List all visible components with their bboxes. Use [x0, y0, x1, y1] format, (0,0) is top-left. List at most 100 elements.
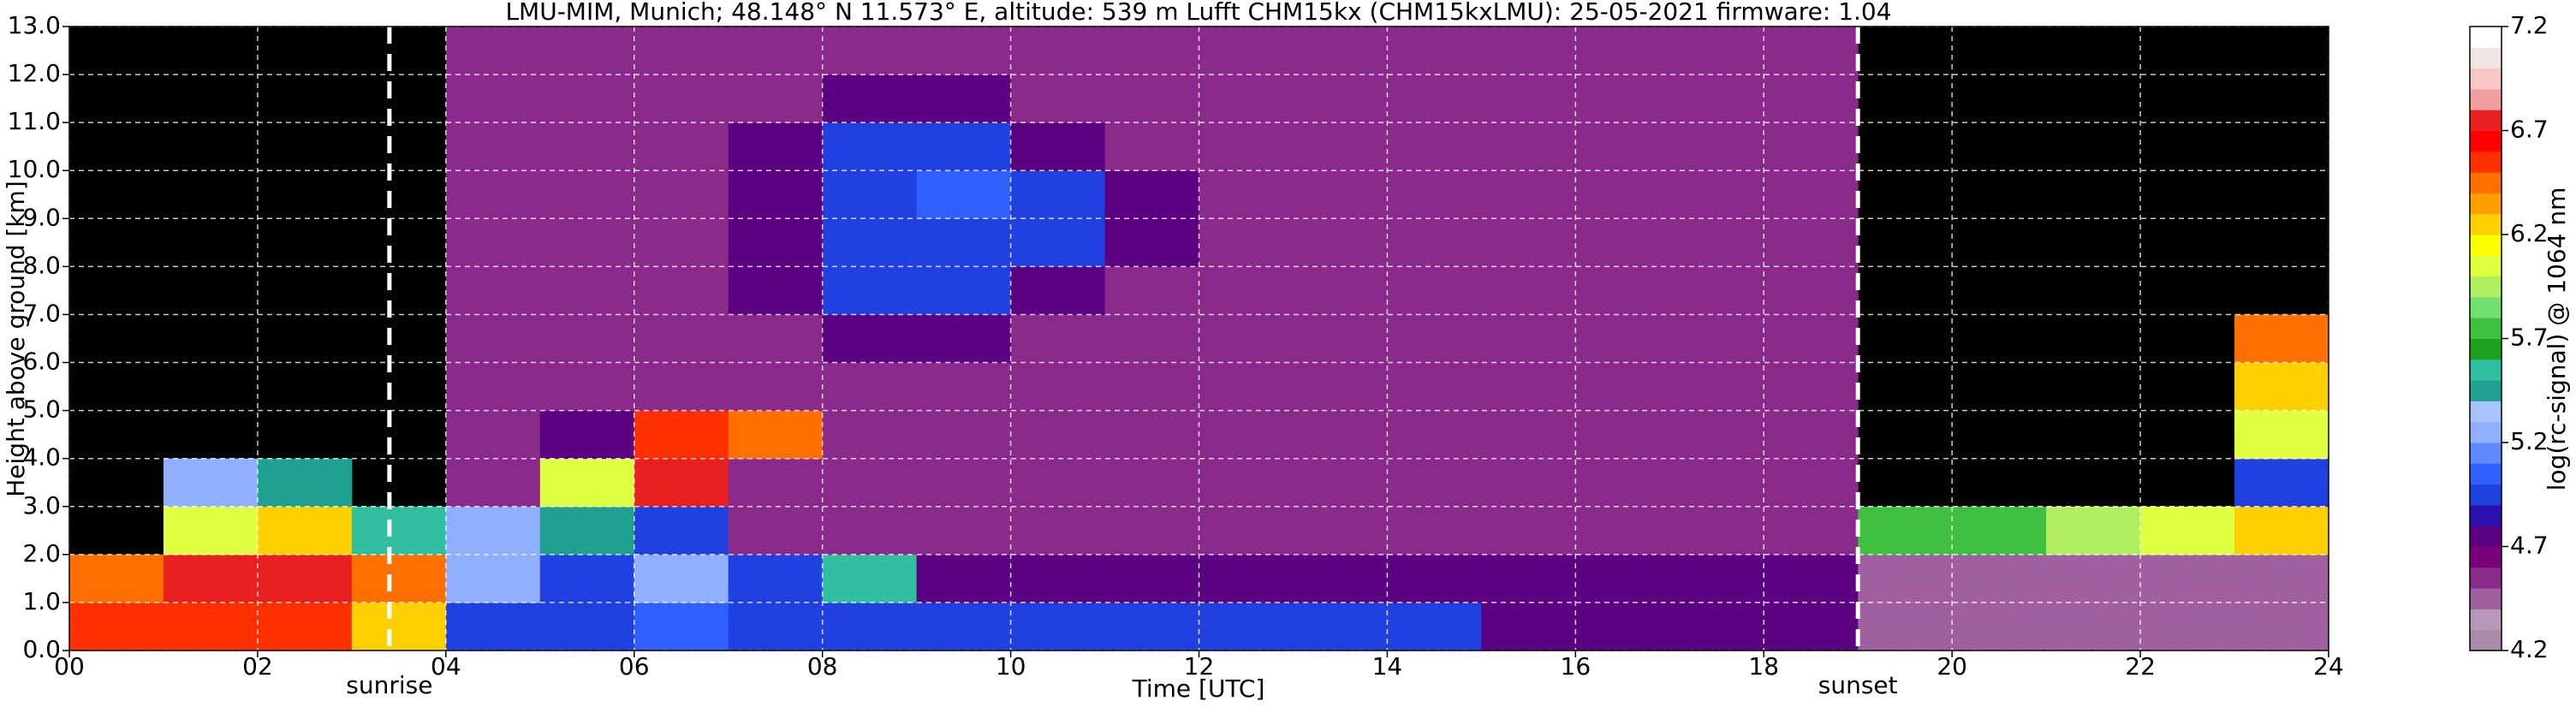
heatmap-cell: [539, 458, 635, 508]
heatmap-cell: [1952, 602, 2047, 651]
heatmap-cell: [1481, 362, 1576, 412]
heatmap-cell: [1387, 266, 1482, 315]
heatmap-cell: [1669, 314, 1764, 364]
heatmap-cell: [1387, 218, 1482, 267]
heatmap-cell: [1575, 506, 1670, 556]
heatmap-cell: [1293, 362, 1388, 412]
heatmap-cell: [1104, 218, 1199, 267]
heatmap-cell: [1293, 410, 1388, 460]
heatmap-cell: [1481, 314, 1576, 364]
heatmap-cell: [916, 362, 1012, 412]
heatmap-cell: [445, 170, 541, 219]
heatmap-cell: [2046, 554, 2141, 603]
heatmap-cell: [1104, 170, 1199, 219]
heatmap-cell: [822, 122, 918, 171]
y-axis-label: Height above ground [km]: [2, 181, 30, 497]
heatmap-cell: [1481, 602, 1576, 651]
heatmap-cell: [1952, 554, 2047, 603]
heatmap-cell: [822, 266, 918, 315]
x-tick-label: 14: [1372, 652, 1403, 680]
y-tick-label: 12.0: [8, 59, 61, 87]
heatmap-cell: [1387, 410, 1482, 460]
heatmap-cell: [728, 602, 824, 651]
heatmap-cell: [1387, 27, 1482, 75]
colorbar-segment: [2470, 47, 2502, 69]
heatmap-cell: [1481, 410, 1576, 460]
heatmap-cell: [1669, 74, 1764, 123]
heatmap-cell: [634, 27, 729, 75]
heatmap-cell: [69, 602, 164, 651]
heatmap-cell: [1293, 314, 1388, 364]
y-tick-label: 7.0: [22, 299, 61, 327]
colorbar-segment: [2470, 443, 2502, 464]
heatmap-cell: [539, 122, 635, 171]
heatmap-cell: [822, 554, 918, 603]
colorbar-tick-label: 7.2: [2510, 11, 2549, 39]
colorbar-segment: [2470, 504, 2502, 526]
heatmap-cell: [916, 506, 1012, 556]
heatmap-cell: [1764, 554, 1859, 603]
heatmap-cell: [728, 74, 824, 123]
colorbar-tick-label: 5.2: [2510, 427, 2549, 455]
x-tick-label: 18: [1748, 652, 1779, 680]
colorbar-segment: [2470, 172, 2502, 193]
heatmap-cell: [822, 362, 918, 412]
heatmap-cell: [1199, 362, 1294, 412]
plot-frame: [68, 26, 2329, 651]
heatmap-cell: [634, 314, 729, 364]
heatmap-cell: [539, 314, 635, 364]
colorbar-segment: [2470, 380, 2502, 401]
colorbar-tick-label: 5.7: [2510, 324, 2549, 352]
y-tick-label: 8.0: [22, 251, 61, 279]
heatmap-cell: [1010, 218, 1106, 267]
heatmap-cell: [1104, 506, 1199, 556]
y-tick-label: 13.0: [8, 11, 61, 39]
colorbar-segment: [2470, 526, 2502, 547]
colorbar-segment: [2470, 235, 2502, 256]
y-tick-label: 2.0: [22, 539, 61, 567]
heatmap-cell: [634, 74, 729, 123]
colorbar-segment: [2470, 68, 2502, 90]
heatmap-cell: [1293, 266, 1388, 315]
heatmap-cell: [1481, 170, 1576, 219]
x-tick-label: 20: [1936, 652, 1967, 680]
heatmap-cell: [1764, 410, 1859, 460]
heatmap-cell: [1199, 218, 1294, 267]
heatmap-cell: [1764, 362, 1859, 412]
x-tick-label: 04: [431, 652, 461, 680]
heatmap-cell: [728, 554, 824, 603]
heatmap-cell: [728, 27, 824, 75]
heatmap-cell: [539, 362, 635, 412]
colorbar-segment: [2470, 110, 2502, 131]
heatmap-cell: [1293, 506, 1388, 556]
heatmap-cell: [2234, 602, 2329, 651]
heatmap-cell: [1199, 506, 1294, 556]
colorbar-segment: [2470, 338, 2502, 360]
colorbar-segment: [2470, 609, 2502, 631]
colorbar-segment: [2470, 276, 2502, 298]
heatmap-cell: [257, 458, 353, 508]
heatmap-cell: [445, 27, 541, 75]
heatmap-cell: [1199, 602, 1294, 651]
heatmap-cell: [634, 362, 729, 412]
colorbar-segment: [2470, 318, 2502, 339]
heatmap-cell: [1858, 602, 1953, 651]
heatmap-cell: [1104, 74, 1199, 123]
colorbar-segment: [2470, 88, 2502, 110]
heatmap-cell: [1764, 458, 1859, 508]
heatmap-cell: [2046, 602, 2141, 651]
colorbar-tick-label: 4.7: [2510, 532, 2549, 560]
heatmap-cell: [728, 266, 824, 315]
heatmap-cell: [1293, 122, 1388, 171]
heatmap-cell: [1764, 506, 1859, 556]
x-tick-label: 22: [2125, 652, 2156, 680]
heatmap-cell: [1199, 27, 1294, 75]
heatmap-cell: [1199, 410, 1294, 460]
heatmap-cell: [728, 506, 824, 556]
y-tick-label: 10.0: [8, 155, 61, 183]
y-tick-label: 5.0: [22, 395, 61, 424]
y-tick-label: 4.0: [22, 443, 61, 472]
heatmap-cell: [822, 218, 918, 267]
heatmap-cell: [445, 314, 541, 364]
